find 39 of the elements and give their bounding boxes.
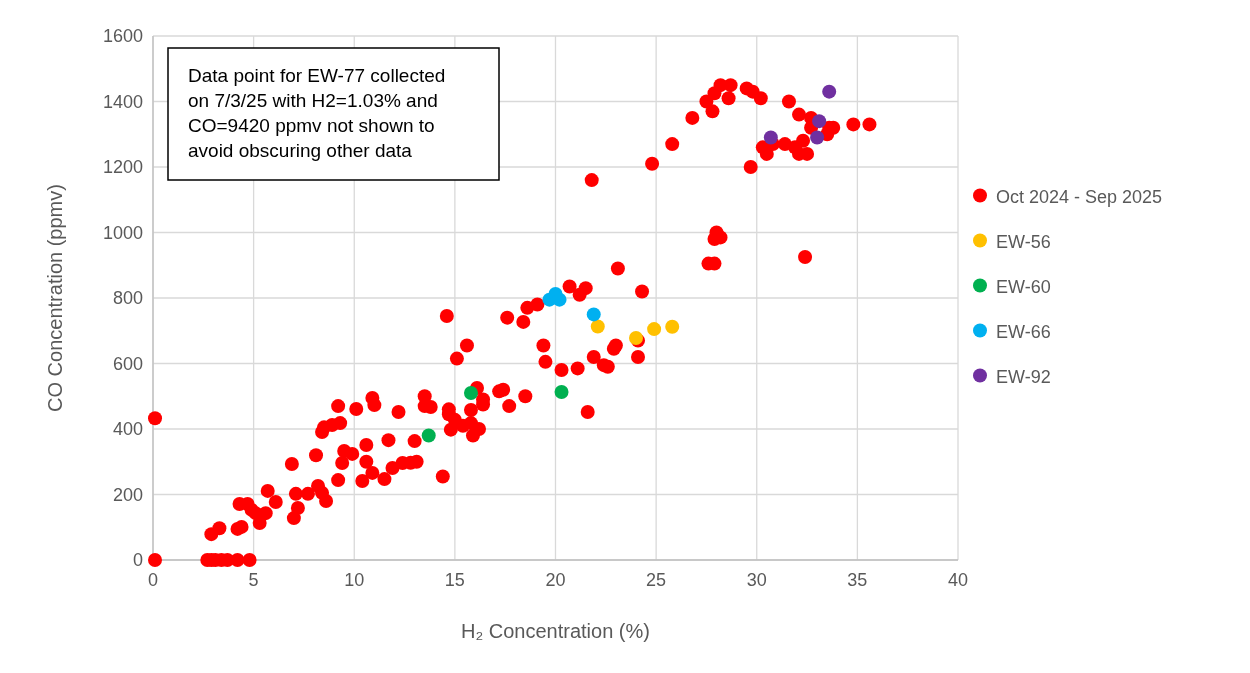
point xyxy=(822,84,837,99)
x-tick-label: 0 xyxy=(147,570,159,590)
x-tick-label: 5 xyxy=(248,570,259,590)
y-tick-label: 0 xyxy=(132,550,143,570)
point xyxy=(763,130,778,145)
y-axis-title: CO Concentration (ppmv) xyxy=(44,184,66,412)
y-tick-label: 800 xyxy=(112,288,143,308)
note-box: Data point for EW-77 collected on 7/3/25 with H2=1.03% and CO=9420 ppmv not shown to avoid obscuring other data xyxy=(167,47,500,181)
y-tick-label: 1600 xyxy=(102,26,143,46)
point xyxy=(463,385,478,400)
x-tick-label: 15 xyxy=(444,570,465,590)
x-tick-label: 30 xyxy=(746,570,767,590)
point xyxy=(590,319,605,334)
x-tick-label: 20 xyxy=(545,570,566,590)
annotation: Data point for EW-77 collected on 7/3/25 with H2=1.03% and CO=9420 ppmv not shown to avoid obscuring other data xyxy=(188,65,446,161)
legend-label: EW-66 xyxy=(996,321,1051,342)
legend-label: Oct 2024 - Sep 2025 xyxy=(996,186,1163,207)
point xyxy=(554,384,569,399)
x-axis-title: H₂ Concentration (%) xyxy=(461,620,650,642)
y-tick-label: 1000 xyxy=(102,222,143,243)
legend-label: EW-60 xyxy=(996,276,1051,297)
point xyxy=(552,292,567,307)
point xyxy=(647,322,662,337)
y-tick-label: 400 xyxy=(112,419,143,439)
point xyxy=(810,130,825,145)
point xyxy=(586,307,601,322)
y-tick-label: 1400 xyxy=(102,91,143,112)
x-tick-label: 35 xyxy=(847,570,868,590)
y-tick-label: 1200 xyxy=(102,157,143,177)
point xyxy=(421,428,436,443)
y-tick-label: 200 xyxy=(112,484,143,505)
x-tick-label: 10 xyxy=(344,570,365,590)
x-tick-label: 25 xyxy=(646,570,667,590)
legend-label: EW-92 xyxy=(996,366,1051,387)
x-tick-label: 40 xyxy=(947,570,969,590)
point xyxy=(665,319,680,334)
y-tick-label: 600 xyxy=(112,353,143,374)
legend-label: EW-56 xyxy=(996,231,1051,252)
point xyxy=(812,114,827,129)
